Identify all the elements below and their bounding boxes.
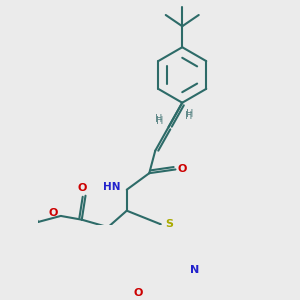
Text: O: O <box>178 164 187 174</box>
Text: O: O <box>49 208 58 218</box>
Text: HN: HN <box>103 182 121 192</box>
Text: S: S <box>166 219 173 229</box>
Text: O: O <box>78 183 87 193</box>
Text: H: H <box>155 114 163 124</box>
Text: H: H <box>186 109 194 119</box>
Text: H: H <box>185 111 193 121</box>
Text: N: N <box>190 265 200 275</box>
Text: H: H <box>156 116 164 126</box>
Text: O: O <box>133 288 143 298</box>
